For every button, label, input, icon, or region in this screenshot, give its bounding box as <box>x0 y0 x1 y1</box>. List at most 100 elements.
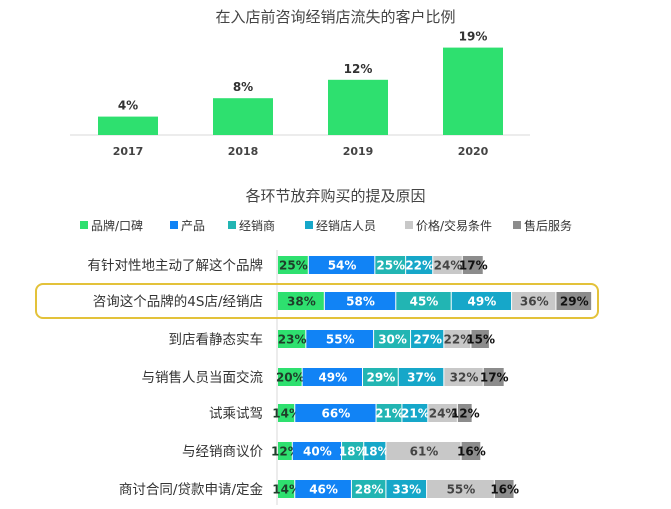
category-label: 咨询这个品牌的4S店/经销店 <box>93 293 263 310</box>
segment-label: 12% <box>271 445 300 459</box>
bar-segment <box>444 330 471 348</box>
segment-label: 22% <box>405 259 434 273</box>
segment-label: 24% <box>434 259 463 273</box>
segment-label: 29% <box>560 295 589 309</box>
segment-label: 25% <box>376 259 405 273</box>
segment-label: 58% <box>346 295 375 309</box>
segment-label: 49% <box>468 295 497 309</box>
category-label: 与经销商议价 <box>182 444 263 460</box>
bar-segment <box>444 368 483 386</box>
legend-swatch <box>80 221 88 229</box>
bar-segment <box>295 404 376 422</box>
bar-segment <box>433 256 462 274</box>
legend-swatch <box>405 221 413 229</box>
segment-label: 18% <box>339 445 368 459</box>
segment-label: 12% <box>451 407 480 421</box>
x-tick-label: 2019 <box>343 145 374 158</box>
segment-label: 18% <box>361 445 390 459</box>
bar-segment <box>306 330 374 348</box>
bar-segment <box>292 442 342 460</box>
bar <box>98 116 158 135</box>
bar-segment <box>402 404 428 422</box>
bar <box>213 98 273 135</box>
bar-segment <box>386 442 461 460</box>
segment-label: 24% <box>429 407 458 421</box>
bar-segment <box>308 256 375 274</box>
legend-label: 售后服务 <box>524 218 572 233</box>
segment-label: 17% <box>480 371 509 385</box>
chart-title-top: 在入店前咨询经销店流失的客户比例 <box>215 8 456 26</box>
segment-label: 29% <box>367 371 396 385</box>
x-tick-label: 2018 <box>228 145 259 158</box>
bar-segment <box>278 330 306 348</box>
bar-segment <box>278 480 295 498</box>
bar-segment <box>471 330 489 348</box>
data-label: 19% <box>459 30 488 44</box>
segment-label: 37% <box>407 371 436 385</box>
segment-label: 14% <box>272 407 301 421</box>
bar-segment <box>427 480 494 498</box>
segment-label: 22% <box>444 333 473 347</box>
bar-segment <box>396 292 451 310</box>
segment-label: 27% <box>413 333 442 347</box>
segment-label: 23% <box>278 333 307 347</box>
segment-label: 30% <box>378 333 407 347</box>
bar-segment <box>483 368 504 386</box>
segment-label: 45% <box>410 295 439 309</box>
data-label: 8% <box>233 80 253 94</box>
category-label: 商讨合同/贷款申请/定金 <box>119 482 264 498</box>
bar-segment <box>462 256 483 274</box>
bar-segment <box>278 368 302 386</box>
segment-label: 20% <box>276 371 305 385</box>
bar-segment <box>386 480 427 498</box>
bar-segment <box>374 330 411 348</box>
bar-segment <box>324 292 396 310</box>
legend-label: 价格/交易条件 <box>416 218 492 233</box>
bar-segment <box>398 368 444 386</box>
segment-label: 15% <box>466 333 495 347</box>
data-label: 4% <box>118 99 138 113</box>
bar-segment <box>278 292 324 310</box>
segment-label: 16% <box>490 483 519 497</box>
segment-label: 38% <box>287 295 316 309</box>
segment-label: 55% <box>447 483 476 497</box>
bar-segment <box>512 292 556 310</box>
segment-label: 40% <box>303 445 332 459</box>
bar <box>328 79 388 135</box>
bar-segment <box>411 330 444 348</box>
bar <box>443 47 503 135</box>
bar-segment <box>278 442 292 460</box>
bar-segment <box>376 404 402 422</box>
segment-label: 36% <box>520 295 549 309</box>
bar-segment <box>457 404 472 422</box>
bar-segment <box>461 442 481 460</box>
category-label: 到店看静态实车 <box>169 331 264 348</box>
bar-segment <box>278 404 295 422</box>
bar-segment <box>278 256 308 274</box>
legend-label: 经销店人员 <box>316 219 376 233</box>
chart-title-bottom: 各环节放弃购买的提及原因 <box>245 187 426 205</box>
segment-label: 61% <box>410 445 439 459</box>
legend-swatch <box>513 221 521 229</box>
legend-label: 品牌/口碑 <box>91 218 143 233</box>
data-label: 12% <box>344 62 373 76</box>
segment-label: 17% <box>459 259 488 273</box>
segment-label: 32% <box>450 371 479 385</box>
legend-swatch <box>228 221 236 229</box>
segment-label: 49% <box>318 371 347 385</box>
highlight-box <box>35 283 599 319</box>
legend-label: 产品 <box>181 219 205 233</box>
segment-label: 14% <box>272 483 301 497</box>
bar-segment <box>363 368 398 386</box>
bar-segment <box>494 480 514 498</box>
segment-label: 16% <box>457 445 486 459</box>
x-tick-label: 2017 <box>113 145 144 158</box>
segment-label: 66% <box>322 407 351 421</box>
bar-segment <box>451 292 512 310</box>
bar-segment <box>295 480 351 498</box>
bar-segment <box>375 256 406 274</box>
legend-label: 经销商 <box>239 218 275 233</box>
segment-label: 28% <box>355 483 384 497</box>
legend-swatch <box>170 221 178 229</box>
